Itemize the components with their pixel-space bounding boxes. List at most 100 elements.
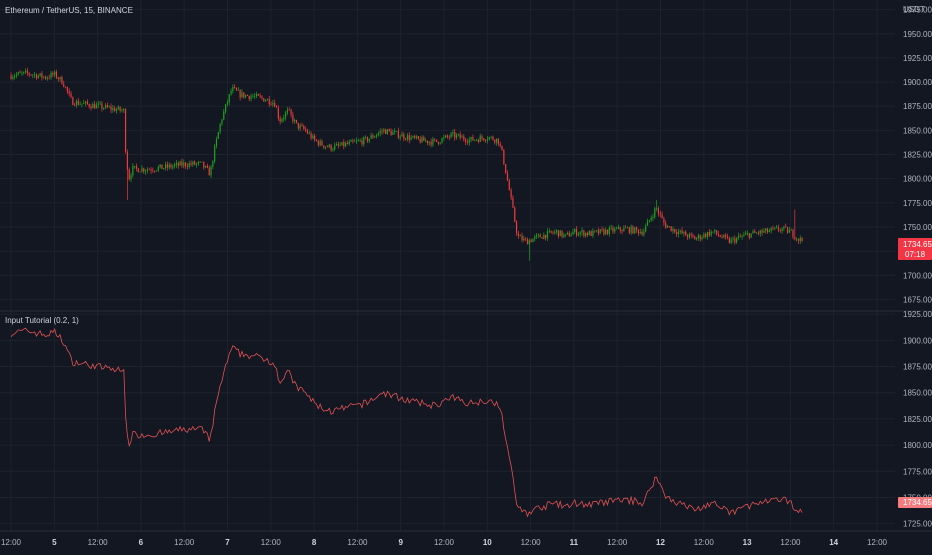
candle-body [554,231,556,233]
candle-body [497,138,499,144]
price-tick-label: 1950.00 [903,30,932,39]
candle-body [785,226,787,228]
main-grid [0,0,895,531]
candle-body [184,162,187,167]
candle-body [195,163,198,165]
candle-body [221,119,223,124]
last-price-tag: 1734.65 07:18 [898,238,932,260]
candle-body [388,129,390,131]
candle-body [757,232,760,234]
time-tick-label: 5 [52,538,57,547]
time-tick-label: 14 [829,538,838,547]
candle-body [241,92,243,98]
candle-body [401,134,403,137]
candle-body [95,104,98,109]
candle-body [235,88,238,91]
candle-body [181,161,183,166]
price-tick-label: 1825.00 [903,151,932,160]
candle-body [683,231,685,234]
candle-body [70,93,72,98]
candle-body [99,103,101,105]
candle-body [772,228,774,229]
candle-body [457,134,459,135]
candle-body [341,142,343,146]
candle-body [732,238,734,240]
candle-body [295,119,298,123]
candle-body [641,231,643,235]
candle-body [506,173,509,181]
candle-body [34,74,36,76]
candle-body [285,112,287,118]
candle-body [541,237,543,239]
candle-body [361,140,363,145]
candle-body [681,230,683,234]
candle-body [459,134,461,138]
candle-body [646,221,649,226]
candle-body [559,230,561,237]
candle-body [608,227,610,234]
main-chart-title[interactable]: Ethereum / TetherUS, 15, BINANCE [5,6,133,15]
candle-body [28,72,30,75]
candle-body [186,166,189,167]
candle-body [672,228,674,232]
candle-body [656,208,658,209]
candle-body [594,230,596,232]
indicator-tick-label: 1825.00 [903,415,932,424]
candle-body [523,238,525,241]
candlestick-series[interactable] [10,67,803,261]
candle-body [461,136,463,138]
indicator-line-series[interactable] [10,327,803,518]
candle-body [394,131,396,133]
indicator-title[interactable]: Input Tutorial (0.2, 1) [5,316,79,325]
candle-body [412,135,414,138]
time-axis[interactable]: 12:00 5 12:00 6 12:00 7 12:00 8 12:00 9 12:00 10 12:… [1,538,888,547]
candle-body [776,227,778,228]
candle-body [166,164,168,168]
candle-body [83,102,85,104]
candle-body [528,240,530,245]
candle-body [766,228,769,233]
candle-body [397,130,399,138]
candle-body [124,109,127,152]
candle-body [588,231,590,236]
candle-body [370,135,372,139]
candle-body [175,162,178,165]
candle-body [761,230,763,233]
candle-body [163,168,165,169]
candle-body [676,232,678,235]
candle-body [366,137,369,142]
candle-body [614,228,616,232]
candle-body [54,71,56,75]
candle-body [283,117,285,120]
candle-body [643,231,645,235]
candle-body [752,231,754,234]
candle-body [699,235,701,240]
candle-body [46,77,48,79]
main-price-axis[interactable]: 1975.00 1950.00 1925.00 1900.00 1875.00 1850.… [903,6,932,305]
candle-body [746,233,749,234]
candle-body [765,228,767,231]
candle-body [472,137,474,141]
candle-body [768,230,770,233]
candle-body [57,77,59,80]
candle-body [159,164,161,168]
candle-body [210,166,212,176]
candle-body [568,232,570,237]
candle-body [326,146,329,148]
candle-body [512,197,514,208]
price-tick-label: 1750.00 [903,223,932,232]
candle-body [14,76,16,78]
candle-body [144,170,147,172]
candle-body [305,129,307,131]
time-tick-label: 12:00 [694,538,715,547]
candle-body [215,138,218,146]
candle-body [257,94,259,96]
time-tick-label: 13 [743,538,752,547]
candle-body [696,238,698,240]
candle-body [665,222,667,228]
indicator-price-axis[interactable]: 1925.00 1900.00 1875.00 1850.00 1825.00 1800.… [903,310,932,529]
candle-body [314,135,316,140]
candle-body [310,133,312,139]
